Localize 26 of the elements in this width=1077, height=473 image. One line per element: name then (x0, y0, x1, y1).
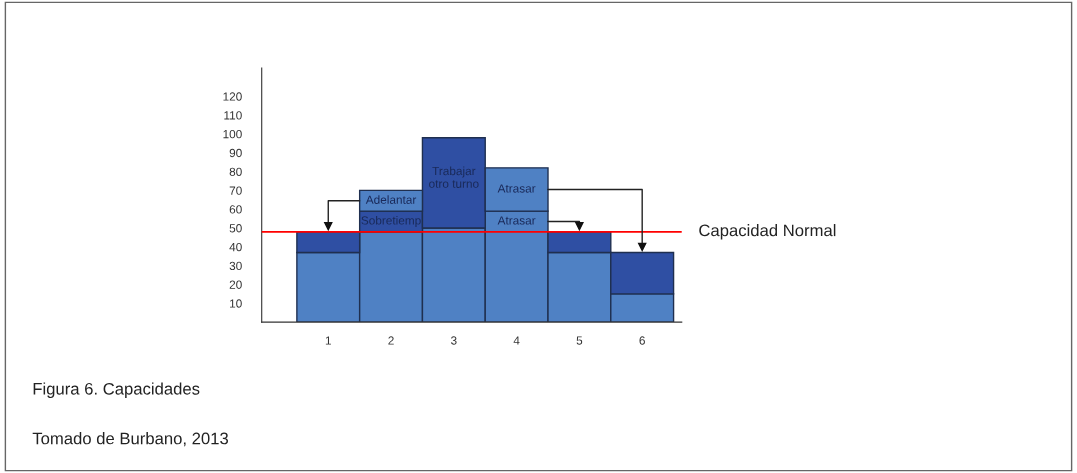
annotation: Trabajar otro turno (429, 166, 479, 188)
y-tick-label: 100 (223, 130, 242, 139)
text: Tomado de Burbano, 2013 (32, 432, 229, 447)
x-tick-label: 1 (325, 336, 331, 345)
x-tick-label: 5 (576, 336, 583, 345)
y-tick-label: 40 (229, 242, 242, 252)
y-tick-label: 10 (230, 299, 242, 308)
ref-line-label: Capacidad Normal (699, 224, 836, 240)
annotation: Atrasar (497, 184, 536, 193)
x-tick-label: 6 (639, 336, 645, 345)
y-tick-label: 50 (229, 224, 242, 233)
annotation: Sobretiemp (361, 215, 421, 227)
y-tick-label: 60 (229, 205, 242, 214)
annotation: Adelantar (365, 195, 417, 204)
y-tick-label: 30 (229, 261, 242, 271)
x-tick-label: 2 (388, 336, 394, 345)
y-tick-label: 110 (224, 111, 242, 120)
annotation: Atrasar (497, 216, 536, 225)
y-tick-label: 90 (229, 148, 242, 158)
text: Figura 6. Capacidades (33, 382, 200, 398)
y-tick-label: 20 (229, 280, 242, 289)
y-tick-label: 120 (223, 92, 242, 101)
x-tick-label: 3 (451, 336, 457, 345)
x-tick-label: 4 (513, 336, 520, 345)
y-tick-label: 80 (229, 167, 242, 176)
y-tick-label: 70 (229, 186, 242, 195)
